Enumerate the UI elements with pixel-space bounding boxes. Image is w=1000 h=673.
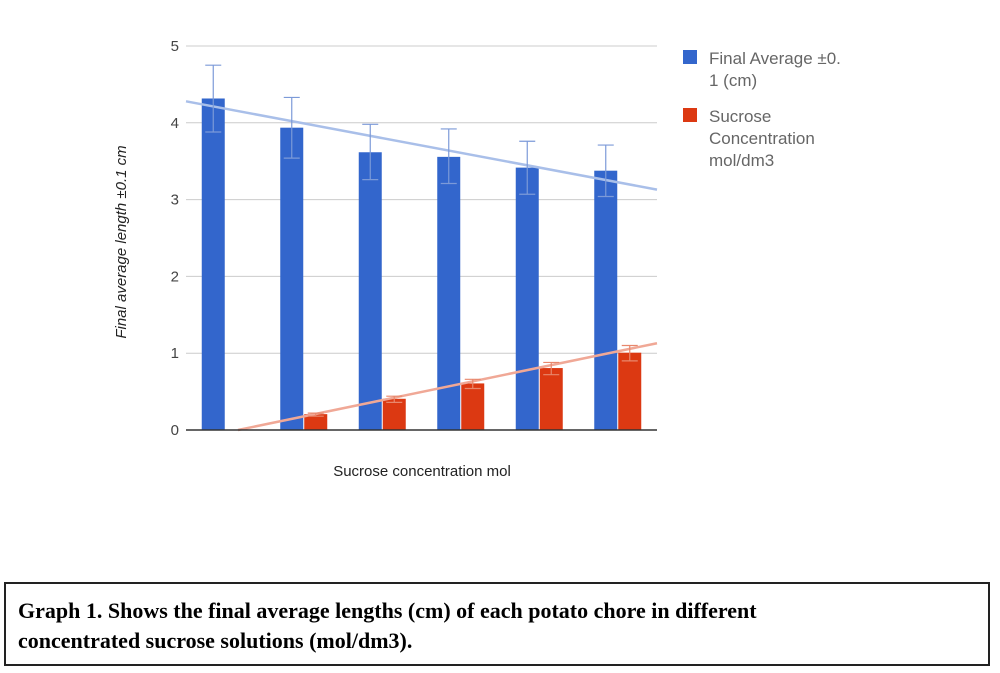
trendlines bbox=[185, 100, 658, 432]
bar-series-1 bbox=[280, 127, 304, 431]
bar-series-1 bbox=[358, 152, 382, 431]
bar-series-2 bbox=[539, 368, 563, 431]
y-tick-label: 3 bbox=[171, 192, 179, 209]
legend-label-series-1: 1 (cm) bbox=[709, 71, 757, 90]
x-axis-label: Sucrose concentration mol bbox=[333, 463, 511, 480]
caption-line-2: concentrated sucrose solutions (mol/dm3)… bbox=[18, 628, 413, 653]
legend-label-series-1: Final Average ±0. bbox=[709, 49, 841, 68]
legend-label-series-2: Concentration bbox=[709, 129, 815, 148]
bar-series-1 bbox=[201, 98, 225, 431]
bar-series-1 bbox=[594, 170, 618, 431]
bar-series-2 bbox=[382, 398, 406, 431]
bar-series-2 bbox=[618, 352, 642, 431]
caption-line-1: Graph 1. Shows the final average lengths… bbox=[18, 598, 757, 623]
y-tick-label: 2 bbox=[171, 268, 179, 285]
chart: 0 1 2 3 4 5 Final average length ±0.1 cm Sucr… bbox=[113, 38, 841, 480]
figure-caption: Graph 1. Shows the final average lengths… bbox=[4, 582, 990, 666]
bars bbox=[201, 98, 642, 431]
y-axis-ticks: 0 1 2 3 4 5 bbox=[171, 38, 179, 439]
bar-series-1 bbox=[515, 167, 539, 431]
y-tick-label: 5 bbox=[171, 38, 179, 55]
y-tick-label: 1 bbox=[171, 345, 179, 362]
legend-swatch-series-1 bbox=[683, 50, 697, 64]
gridlines bbox=[186, 45, 657, 354]
legend: Final Average ±0. 1 (cm) Sucrose Concentrat… bbox=[683, 49, 841, 170]
bar-series-2 bbox=[461, 383, 485, 431]
trendline-series-2 bbox=[237, 341, 658, 432]
trendline-series-1 bbox=[185, 100, 658, 191]
legend-label-series-2: Sucrose bbox=[709, 107, 771, 126]
y-axis-label: Final average length ±0.1 cm bbox=[113, 145, 130, 338]
legend-label-series-2: mol/dm3 bbox=[709, 151, 774, 170]
y-tick-label: 4 bbox=[171, 115, 179, 132]
legend-swatch-series-2 bbox=[683, 108, 697, 122]
bar-series-2 bbox=[304, 414, 328, 431]
y-tick-label: 0 bbox=[171, 422, 179, 439]
error-bars bbox=[205, 64, 638, 417]
